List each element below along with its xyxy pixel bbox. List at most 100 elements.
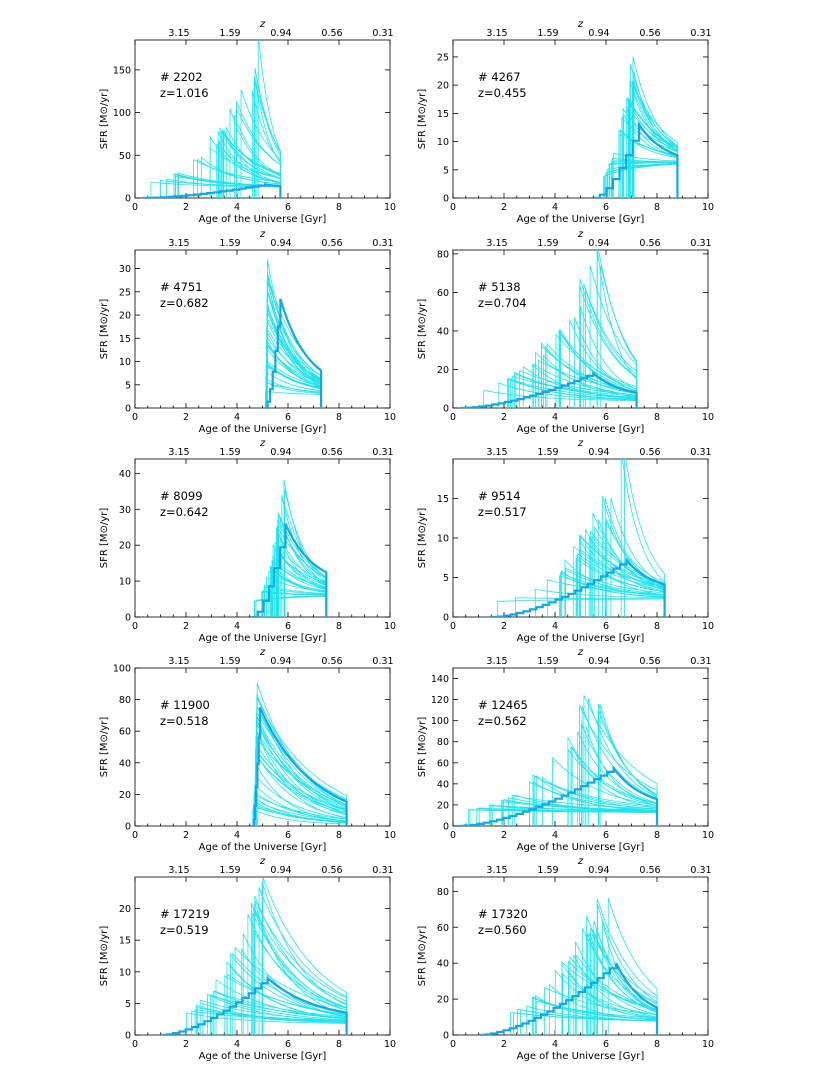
- redshift-label: z=0.518: [160, 714, 209, 728]
- top-tick-label: 1.59: [537, 238, 558, 249]
- y-axis-title: SFR [M⊙/yr]: [417, 717, 428, 778]
- model-sfh-curve: [568, 960, 658, 1035]
- model-sfh-curve: [266, 326, 322, 408]
- model-sfh-curve: [607, 897, 658, 1035]
- model-sfh-curve: [558, 329, 637, 408]
- x-tick-label: 10: [702, 830, 714, 841]
- x-tick-label: 10: [384, 830, 396, 841]
- model-sfh-curve: [209, 135, 281, 198]
- y-tick-label: 40: [119, 758, 131, 769]
- model-sfh-curve: [256, 715, 347, 826]
- model-sfh-curve: [255, 751, 347, 826]
- model-sfh-curve: [254, 909, 347, 1035]
- model-sfh-curve: [586, 915, 658, 1035]
- model-sfh-curve: [604, 497, 665, 617]
- model-sfh-curve: [257, 40, 281, 198]
- panel-12465: 0 2 4 6 8 10 Age of the Universe [Gyr] 3.15 1.59…: [417, 647, 714, 853]
- y-tick-label: 20: [437, 81, 449, 92]
- model-sfh-curve: [266, 317, 322, 408]
- model-sfh-curve: [611, 159, 678, 198]
- x-tick-label: 2: [183, 1039, 189, 1050]
- model-sfh-curve: [265, 370, 322, 408]
- top-tick-label: 3.15: [486, 656, 507, 667]
- redshift-label: z=0.560: [478, 923, 527, 937]
- model-sfh-curve: [254, 895, 347, 1035]
- panel-9514: 0 2 4 6 8 10 Age of the Universe [Gyr] 3.15 1.59…: [417, 438, 714, 644]
- model-sfh-curve: [593, 920, 658, 1035]
- model-sfh-curve: [603, 163, 678, 198]
- mean-sfh-curve: [593, 121, 679, 198]
- x-axis-title: Age of the Universe [Gyr]: [517, 842, 645, 853]
- galaxy-id-label: # 17320: [478, 907, 528, 921]
- redshift-label: z=1.016: [160, 86, 209, 100]
- panel-2202: 0 2 4 6 8 10 Age of the Universe [Gyr] 3.15 1.59…: [99, 19, 396, 225]
- y-tick-label: 30: [119, 264, 131, 275]
- model-sfh-curve: [223, 129, 281, 198]
- model-sfh-curve: [535, 1000, 658, 1035]
- model-sfh-curve: [579, 538, 665, 617]
- y-tick-label: 140: [431, 674, 449, 685]
- top-tick-label: 3.15: [168, 865, 189, 876]
- x-tick-label: 8: [654, 621, 660, 632]
- model-sfh-curve: [585, 726, 658, 826]
- y-tick-label: 100: [113, 664, 131, 675]
- top-tick-label: 0.56: [321, 28, 342, 39]
- y-axis-title: SFR [M⊙/yr]: [417, 89, 428, 150]
- model-sfh-curve: [271, 566, 327, 617]
- y-tick-label: 5: [125, 999, 131, 1010]
- model-sfh-curve: [583, 283, 637, 408]
- model-sfh-curve: [596, 898, 658, 1035]
- model-sfh-curve: [265, 378, 322, 408]
- top-tick-label: 0.94: [270, 238, 291, 249]
- x-tick-label: 4: [552, 1039, 558, 1050]
- model-sfh-curve: [224, 975, 347, 1035]
- model-sfh-curve: [253, 929, 347, 1035]
- model-sfh-curve: [515, 373, 637, 408]
- model-sfh-curve: [560, 330, 637, 408]
- model-sfh-curve: [564, 559, 665, 617]
- x-tick-label: 6: [603, 412, 609, 423]
- model-sfh-curve: [534, 588, 665, 617]
- x-axis-title: Age of the Universe [Gyr]: [199, 424, 327, 435]
- top-tick-label: 0.56: [639, 865, 660, 876]
- y-tick-label: 15: [437, 109, 449, 120]
- model-sfh-curve: [255, 729, 347, 826]
- top-tick-label: 0.31: [372, 28, 393, 39]
- x-tick-label: 10: [702, 202, 714, 213]
- y-tick-label: 80: [437, 737, 449, 748]
- model-sfh-curve: [255, 753, 347, 826]
- x-tick-label: 0: [450, 1039, 456, 1050]
- model-sfh-curve: [226, 960, 347, 1035]
- model-sfh-curve: [253, 595, 327, 617]
- mean-sfh-curve: [265, 298, 323, 408]
- top-tick-label: 0.31: [372, 865, 393, 876]
- galaxy-id-label: # 5138: [478, 280, 521, 294]
- model-sfh-curve: [236, 101, 281, 198]
- panel-4267: 0 2 4 6 8 10 Age of the Universe [Gyr] 3.15 1.59…: [417, 19, 714, 225]
- x-axis-title: Age of the Universe [Gyr]: [199, 633, 327, 644]
- mean-sfh-curve: [491, 557, 666, 617]
- model-sfh-curve: [491, 805, 658, 826]
- top-axis-title: z: [577, 229, 584, 240]
- x-tick-label: 8: [654, 202, 660, 213]
- x-tick-label: 4: [234, 412, 240, 423]
- x-tick-label: 2: [183, 621, 189, 632]
- top-tick-label: 0.56: [639, 238, 660, 249]
- x-tick-label: 10: [384, 202, 396, 213]
- x-tick-label: 6: [285, 202, 291, 213]
- top-tick-label: 0.94: [588, 447, 609, 458]
- x-tick-label: 8: [336, 830, 342, 841]
- x-tick-label: 2: [183, 830, 189, 841]
- x-axis-title: Age of the Universe [Gyr]: [199, 842, 327, 853]
- y-tick-label: 25: [437, 52, 449, 63]
- y-tick-label: 5: [443, 165, 449, 176]
- x-tick-label: 10: [702, 1039, 714, 1050]
- model-sfh-curve: [609, 162, 678, 198]
- top-tick-label: 3.15: [486, 28, 507, 39]
- model-sfh-curve: [254, 774, 347, 826]
- model-sfh-curve: [560, 571, 665, 617]
- galaxy-id-label: # 12465: [478, 698, 528, 712]
- y-tick-label: 20: [437, 365, 449, 376]
- model-sfh-curve: [585, 288, 637, 408]
